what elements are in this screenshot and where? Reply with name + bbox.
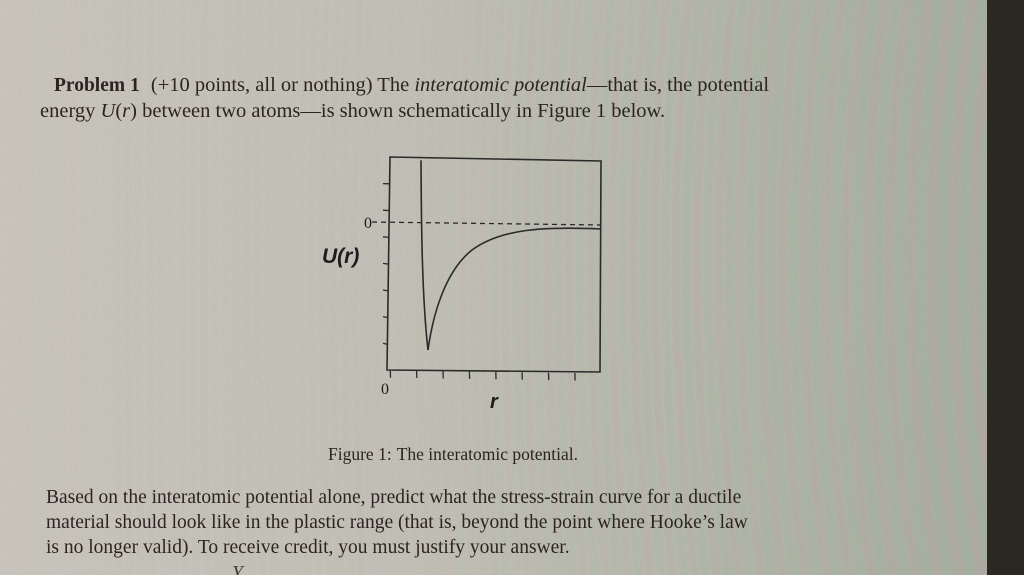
- svg-text:0: 0: [381, 381, 389, 398]
- svg-text:0: 0: [364, 215, 372, 232]
